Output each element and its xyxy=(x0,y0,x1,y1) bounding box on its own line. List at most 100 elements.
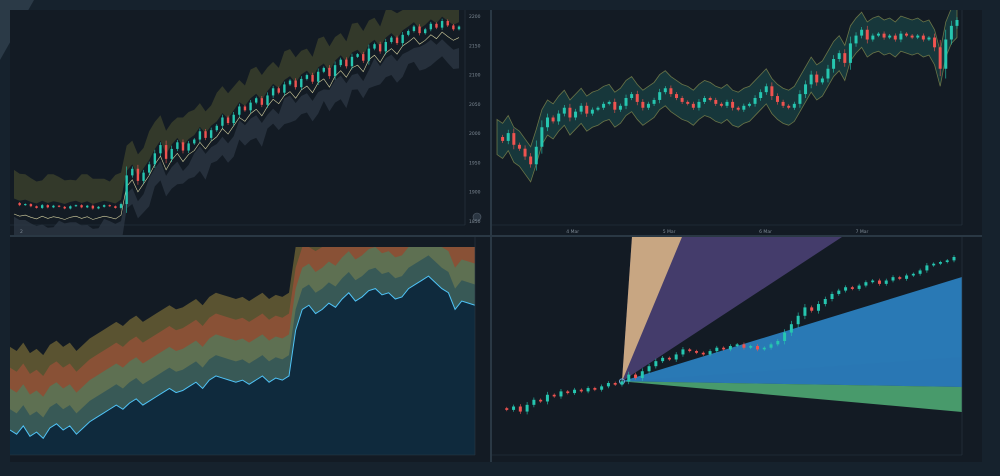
tr-candle xyxy=(613,101,617,110)
tr-candle xyxy=(719,103,723,106)
tr-candle xyxy=(804,84,808,95)
tl-candle xyxy=(277,88,280,93)
tr-candle xyxy=(787,105,791,108)
tl-upper-band xyxy=(14,10,459,205)
tl-candle xyxy=(322,67,326,72)
tr-candle xyxy=(899,33,903,40)
br-candle xyxy=(640,371,644,378)
br-candle xyxy=(573,389,577,394)
tl-candle xyxy=(271,88,275,96)
tl-y-tick-label: 2200 xyxy=(469,14,481,20)
br-candle xyxy=(613,383,617,385)
tr-candle xyxy=(534,146,538,165)
tr-candle xyxy=(686,101,690,104)
tl-candle xyxy=(232,114,235,124)
tr-candle xyxy=(809,74,813,85)
br-candle xyxy=(566,391,570,394)
br-candle xyxy=(803,307,807,316)
tl-candle xyxy=(395,37,399,44)
br-candle xyxy=(810,307,814,311)
tr-candle xyxy=(832,59,836,69)
tr-candle xyxy=(865,29,869,40)
tl-candle xyxy=(452,25,455,30)
tr-candle xyxy=(820,78,824,83)
br-candle xyxy=(606,383,610,387)
tl-candle xyxy=(74,205,78,207)
br-candle xyxy=(654,361,658,367)
tr-candle xyxy=(517,144,521,149)
tl-mid-line xyxy=(13,31,460,220)
tr-candle xyxy=(826,68,830,79)
tl-candle xyxy=(159,145,162,154)
br-candle xyxy=(925,265,929,271)
br-candle xyxy=(559,391,563,397)
tr-candle xyxy=(955,20,959,26)
tr-candle xyxy=(916,35,920,38)
tr-candle xyxy=(843,53,847,63)
tl-lower-band xyxy=(14,39,459,235)
tl-candle xyxy=(373,44,376,49)
tr-candle xyxy=(837,53,841,59)
tl-candle xyxy=(164,145,168,159)
tl-candle xyxy=(221,117,224,126)
tl-candle xyxy=(367,48,371,61)
br-candle xyxy=(938,262,942,264)
tr-candle xyxy=(624,98,628,106)
tr-candle xyxy=(753,98,757,104)
tr-candle xyxy=(585,105,589,114)
br-candle xyxy=(850,287,854,289)
tr-candle xyxy=(596,107,600,110)
chart-panel-top-left[interactable]: 2200 2150 2100 2050 2000 1950 1900 1850 2 xyxy=(10,10,490,235)
bottom-left-chart-svg xyxy=(10,237,476,456)
tr-candle xyxy=(641,101,645,108)
tl-candle xyxy=(457,26,461,30)
tr-candle xyxy=(551,117,555,122)
br-candle xyxy=(593,388,597,390)
tl-candle xyxy=(24,204,27,206)
tr-candle xyxy=(618,105,622,110)
br-candle xyxy=(877,280,881,284)
chart-panel-bottom-left[interactable] xyxy=(10,237,490,462)
settings-icon[interactable] xyxy=(472,212,482,222)
tr-candle xyxy=(775,96,779,102)
tr-candle xyxy=(691,103,695,108)
tr-candle xyxy=(747,103,751,106)
tr-candle xyxy=(871,35,875,40)
tr-candle xyxy=(714,99,718,104)
tr-candle xyxy=(736,107,740,110)
tr-candle xyxy=(680,98,684,102)
tr-candle xyxy=(602,103,606,108)
tl-y-tick-label: 2050 xyxy=(469,102,481,108)
tl-candle xyxy=(350,56,354,67)
br-candle xyxy=(552,394,556,397)
br-candle xyxy=(918,270,922,274)
tl-candle xyxy=(407,30,410,35)
tl-candle xyxy=(424,29,427,34)
tl-candle xyxy=(435,23,438,28)
tr-candle xyxy=(562,107,566,114)
tl-candle xyxy=(86,205,89,208)
tr-candle xyxy=(764,86,768,93)
tl-candle xyxy=(142,172,145,181)
br-candle xyxy=(708,351,712,355)
br-candle xyxy=(600,386,604,390)
tl-candle xyxy=(401,34,404,44)
tr-candle xyxy=(545,117,549,128)
chart-panel-bottom-right[interactable] xyxy=(492,237,982,462)
tl-candle xyxy=(136,168,140,181)
tl-candle xyxy=(131,168,134,176)
br-candle xyxy=(864,282,868,286)
br-candle xyxy=(837,290,841,294)
br-candle xyxy=(539,399,543,402)
tr-candle xyxy=(927,37,931,40)
horizontal-divider[interactable] xyxy=(10,235,982,237)
tr-candle xyxy=(669,88,673,95)
tl-candle xyxy=(300,78,303,88)
tl-candle xyxy=(153,153,157,165)
tl-candle xyxy=(328,67,331,77)
br-candle xyxy=(884,280,888,284)
tl-candle xyxy=(260,98,264,105)
tr-candle xyxy=(579,105,583,112)
tr-candle xyxy=(523,148,527,157)
chart-panel-top-right[interactable]: 4 Mar 5 Mar 6 Mar 7 Mar xyxy=(492,10,982,235)
